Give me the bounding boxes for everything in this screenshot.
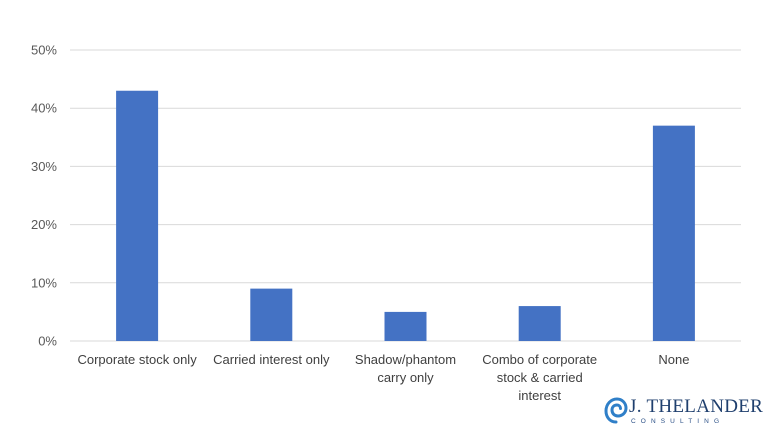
- y-tick-label: 30%: [31, 159, 57, 174]
- bars: [116, 90, 695, 342]
- category-label: carry only: [377, 370, 434, 385]
- x-axis: Corporate stock only Carried interest onl…: [77, 352, 689, 403]
- gridlines: [70, 49, 741, 342]
- company-logo: J. THELANDER CONSULTING: [604, 396, 764, 428]
- y-tick-label: 20%: [31, 217, 57, 232]
- y-tick-label: 0%: [38, 334, 57, 349]
- category-label: Carried interest only: [213, 352, 330, 367]
- y-tick-label: 50%: [31, 43, 57, 58]
- bar: [116, 90, 159, 342]
- category-label: None: [658, 352, 689, 367]
- bar: [652, 125, 695, 341]
- category-label: stock & carried: [497, 370, 583, 385]
- category-label: Shadow/phantom: [355, 352, 456, 367]
- y-axis: 0% 10% 20% 30% 40% 50%: [31, 43, 57, 349]
- bar: [384, 311, 427, 341]
- y-tick-label: 40%: [31, 101, 57, 116]
- category-label: Corporate stock only: [77, 352, 197, 367]
- category-label: interest: [518, 388, 561, 403]
- logo-subtitle: CONSULTING: [631, 418, 725, 425]
- spiral-logo-icon: [604, 397, 628, 424]
- y-tick-label: 10%: [31, 275, 57, 290]
- category-label: Combo of corporate: [482, 352, 597, 367]
- bar: [518, 306, 561, 341]
- bar: [250, 288, 293, 341]
- logo-name: J. THELANDER: [629, 396, 764, 417]
